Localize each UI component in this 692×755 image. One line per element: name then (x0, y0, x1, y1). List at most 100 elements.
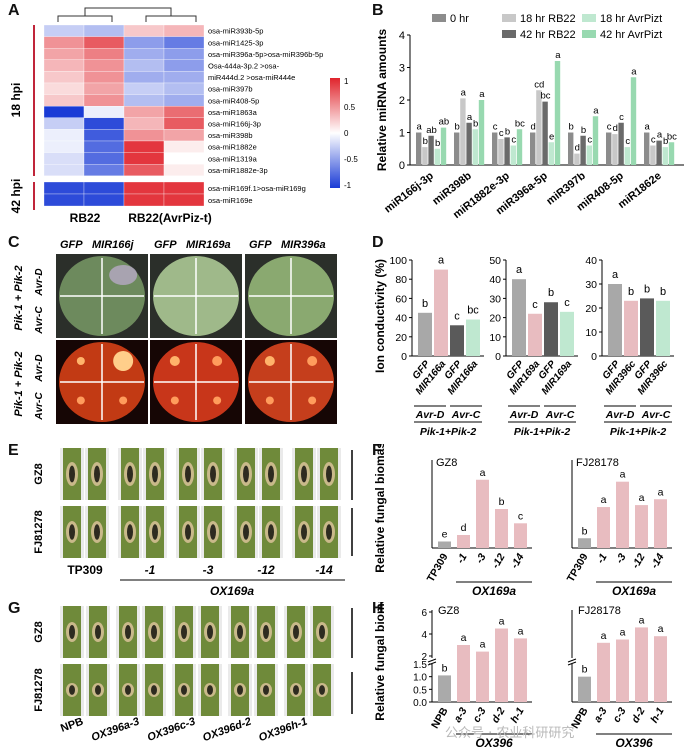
significance-letter: e (549, 131, 554, 142)
bar (586, 145, 592, 165)
significance-letter: b (435, 138, 440, 149)
lesion (125, 625, 131, 639)
group-label-avr-d: Avr-D (605, 409, 635, 421)
group-label-avr-c: Avr-C (451, 409, 481, 421)
bar (608, 284, 622, 356)
y-axis-title-line1: Relative fungal biomass (373, 444, 387, 573)
heat-cell (83, 140, 125, 153)
significance-letter: bc (667, 131, 677, 142)
heat-cell (83, 94, 125, 107)
y-tick-label: 1 (399, 128, 405, 140)
lesion (181, 625, 187, 639)
x-tick-label: c-3 (611, 705, 629, 724)
heat-cell (163, 164, 205, 176)
heat-row-label: osa-miR169e (208, 196, 253, 205)
heat-cell (123, 48, 165, 60)
infiltration-spot (264, 356, 275, 366)
legend-swatch (502, 30, 516, 38)
construct-label: Pik-1+Pik-2 (420, 426, 476, 438)
genotype-label: -1 (145, 563, 156, 577)
heat-cell (163, 71, 205, 84)
x-tick-label: -12 (490, 551, 508, 570)
heat-cell (83, 117, 125, 130)
heat-row-label: miR444d.2 >osa-miR444e (208, 73, 295, 82)
y-tick-label: 0.0 (413, 698, 427, 709)
significance-letter: a (416, 122, 422, 133)
significance-letter: c (619, 112, 624, 123)
bar (528, 313, 542, 356)
heat-cell (43, 129, 85, 142)
bar (492, 132, 498, 165)
heat-cell (83, 36, 125, 49)
bar (457, 535, 470, 548)
y-tick-label: 20 (585, 303, 597, 315)
significance-letter: b (423, 136, 428, 147)
significance-letter: a (593, 105, 599, 116)
genotype-label: -3 (203, 563, 214, 577)
heat-row-label: osa-miR1425-3p (208, 38, 263, 47)
lesion (268, 465, 274, 483)
significance-letter: b (660, 286, 666, 298)
lesion (207, 685, 213, 695)
legend-label: 42 hr AvrPizt (600, 29, 662, 41)
lesion (95, 625, 101, 639)
heat-cell (43, 24, 85, 37)
lesion (69, 625, 75, 639)
y-tick-label: 80 (395, 274, 407, 286)
lesion (301, 524, 307, 540)
x-tick-label: miR166j-3p (382, 170, 436, 216)
x-tick-label: d-2 (629, 705, 647, 725)
sample-rb22-avr: RB22(AvrPiz-t) (128, 211, 212, 225)
panel-label-h: H (372, 600, 384, 617)
genotype-label: OX396h-1 (257, 716, 309, 745)
heat-cell (83, 164, 125, 176)
group-label-avr-d: Avr-D (415, 409, 445, 421)
lesion (95, 685, 101, 695)
heat-cell (83, 129, 125, 142)
bar (438, 541, 451, 548)
infiltration-spot (212, 356, 223, 366)
bar (662, 147, 668, 165)
heat-cell (123, 36, 165, 49)
x-tick-label: -3 (614, 551, 629, 565)
y-tick-label: 6 (421, 608, 427, 619)
bar (635, 627, 648, 702)
genotype-label: NPB (59, 716, 85, 735)
bar (612, 134, 618, 165)
infiltration-spot (76, 357, 85, 365)
infiltration-spot (113, 351, 134, 371)
heat-cell (83, 82, 125, 95)
heat-cell (163, 129, 205, 142)
significance-letter: a (658, 486, 664, 498)
bar (530, 132, 536, 165)
heat-row-label: osa-miR397b (208, 85, 253, 94)
significance-letter: b (568, 122, 573, 133)
bar (438, 675, 451, 702)
heat-cell (43, 152, 85, 165)
bar (472, 129, 478, 165)
group-label: OX396 (475, 736, 513, 750)
significance-letter: a (601, 630, 607, 642)
lesion (263, 685, 269, 695)
bar (568, 132, 574, 165)
heat-cell (123, 152, 165, 165)
lesion (210, 465, 216, 483)
heat-cell (43, 94, 85, 107)
heat-cell (43, 164, 85, 176)
y-tick-label: 2 (399, 95, 405, 107)
y-axis-title: Relative miRNA amounts (375, 29, 389, 172)
infiltration-spot (307, 356, 318, 366)
legend-swatch (432, 14, 446, 22)
group-label-avr-d: Avr-D (509, 409, 539, 421)
significance-letter: a (480, 639, 486, 651)
group-label: OX169a (612, 584, 656, 598)
heat-cell (163, 181, 205, 195)
bar (476, 479, 489, 548)
significance-letter: bc (467, 305, 479, 317)
bar (495, 509, 508, 548)
significance-letter: bc (515, 118, 525, 129)
heat-cell (123, 82, 165, 95)
significance-letter: a (461, 87, 467, 98)
genotype-label: -12 (257, 563, 275, 577)
heat-cell (83, 71, 125, 84)
